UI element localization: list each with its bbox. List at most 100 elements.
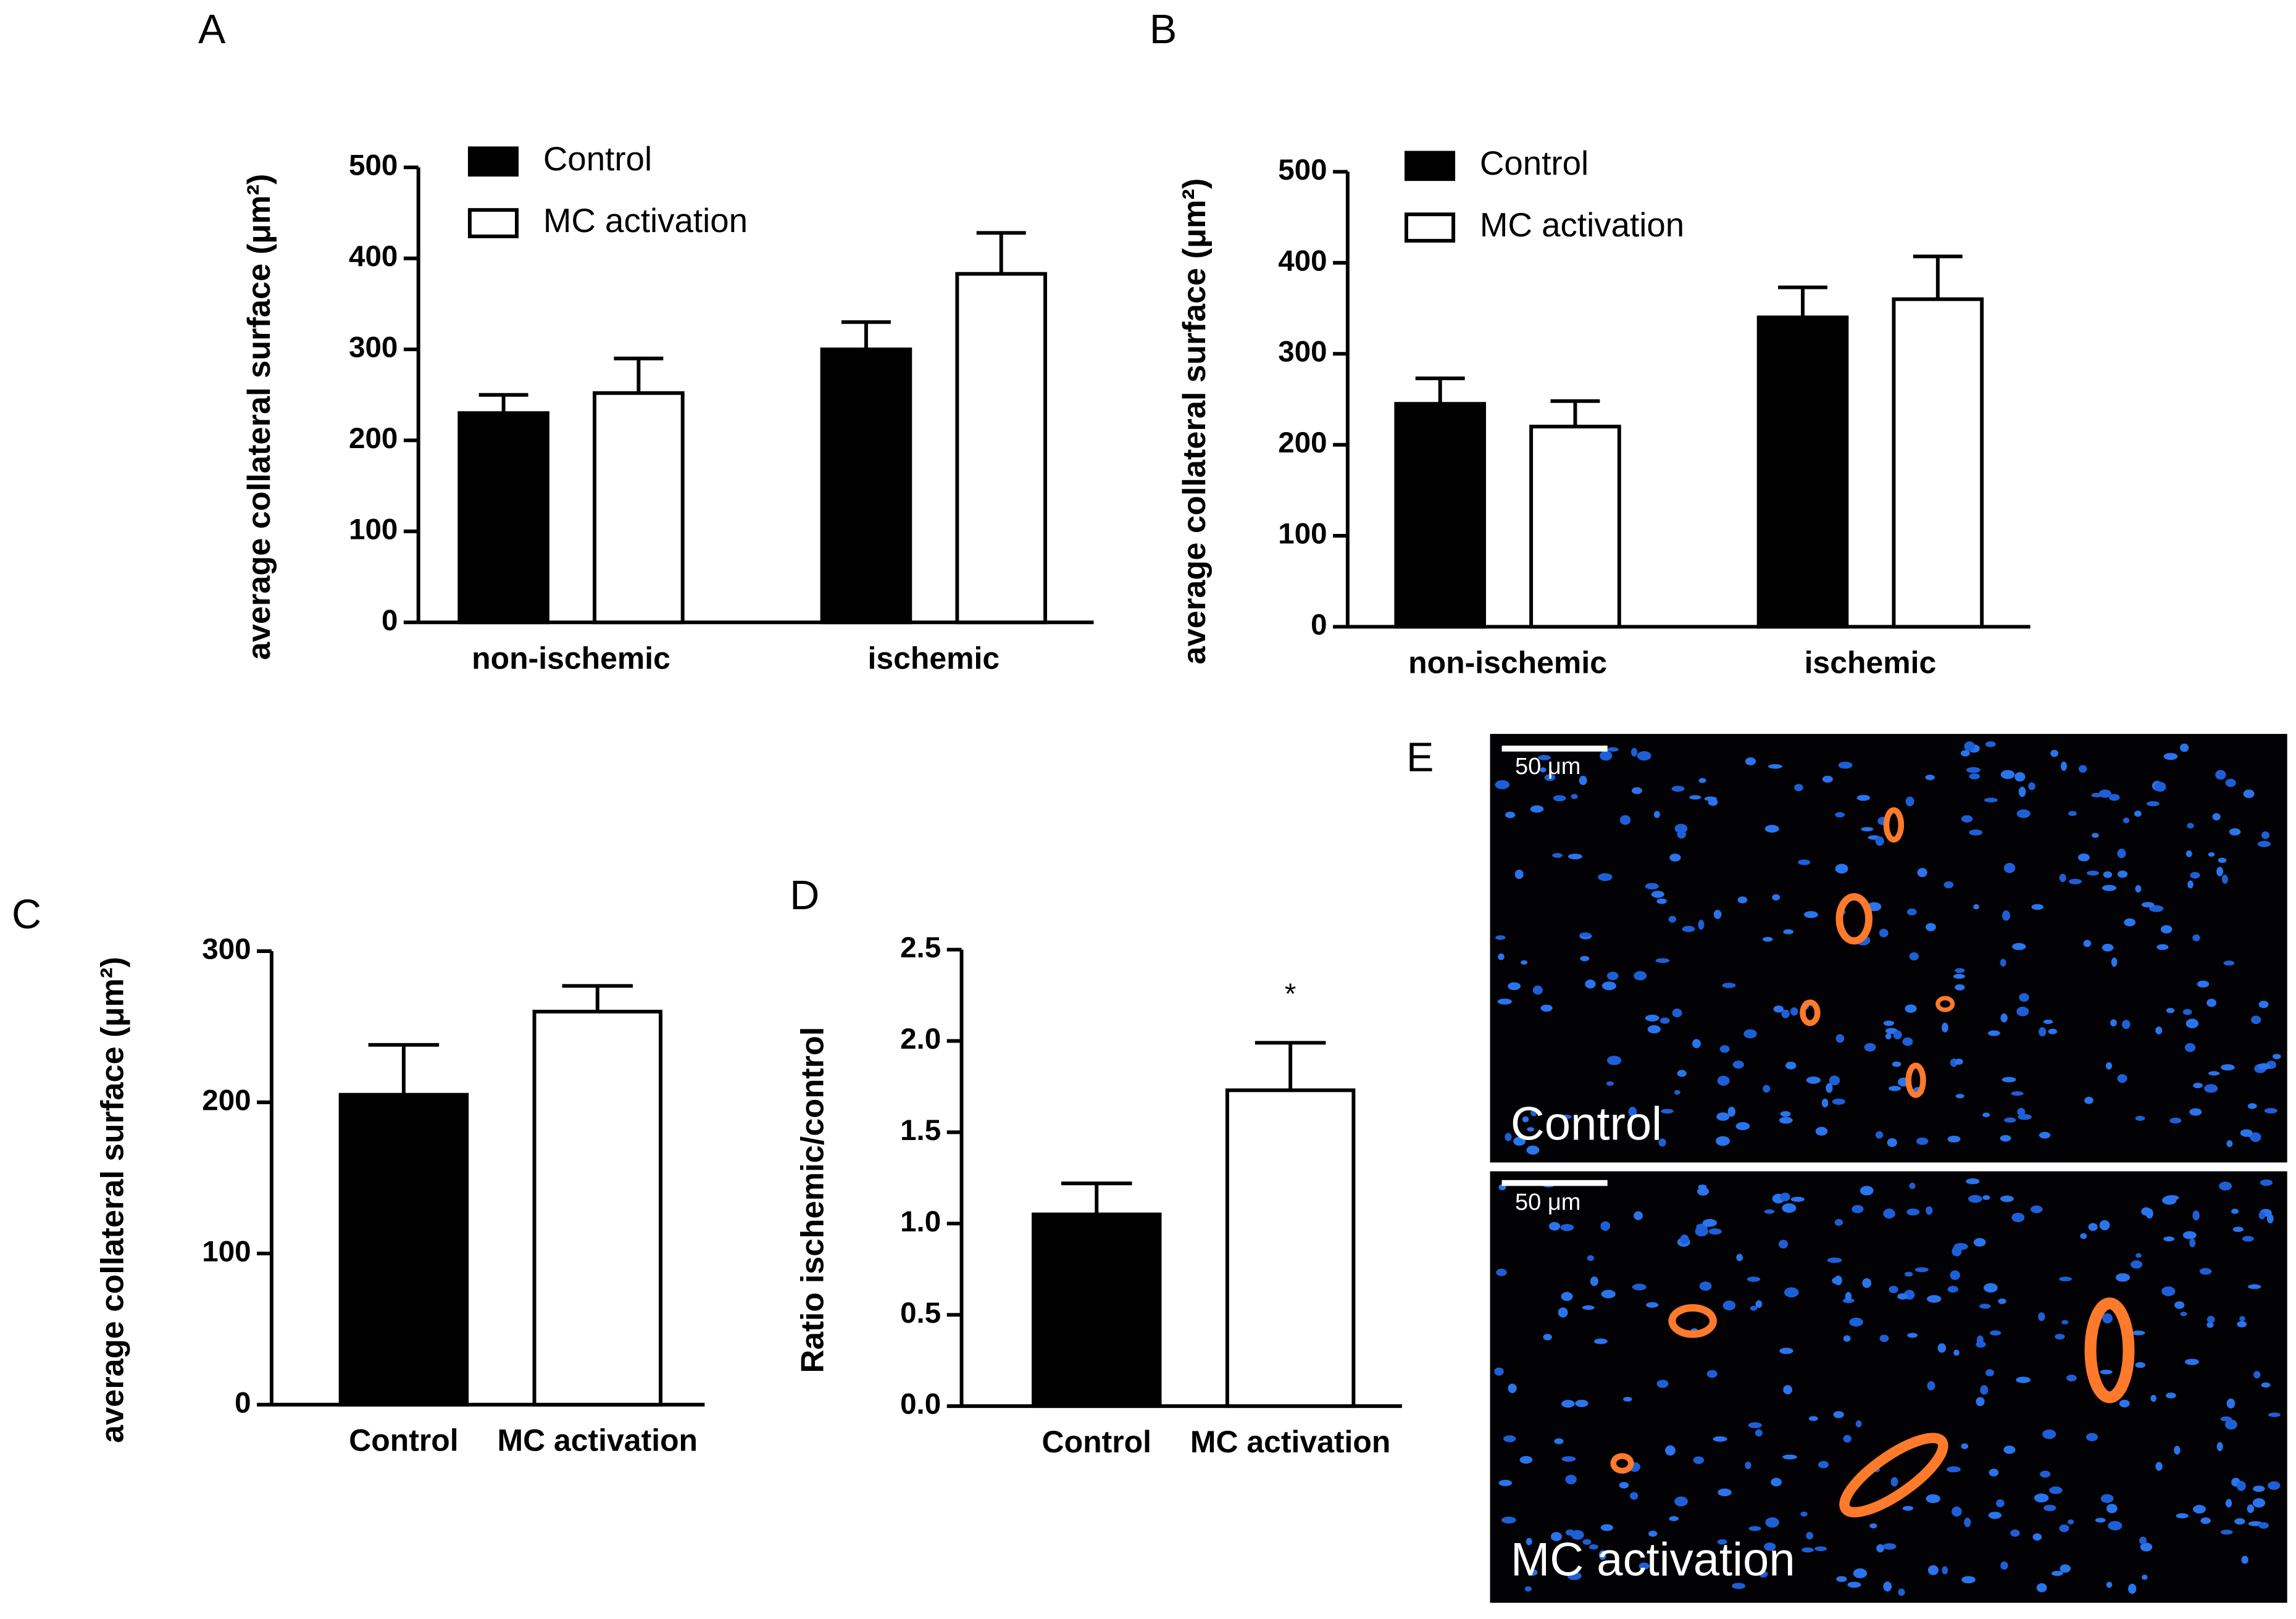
nucleus: [2208, 1071, 2220, 1076]
nucleus: [1780, 1192, 1790, 1202]
nucleus: [1588, 1544, 1598, 1550]
nucleus: [1637, 751, 1651, 761]
nucleus: [1561, 1400, 1575, 1408]
nucleus: [1821, 1098, 1829, 1108]
nucleus: [2174, 1446, 2181, 1455]
nucleus: [1619, 815, 1631, 825]
nucleus: [1717, 1539, 1727, 1545]
nucleus: [2014, 772, 2026, 782]
nucleus: [1575, 1399, 1588, 1407]
nucleus: [2135, 884, 2142, 893]
panel-letter: E: [1406, 735, 1434, 780]
x-tick-label: MC activation: [1190, 1425, 1391, 1459]
nucleus: [2258, 1522, 2269, 1529]
nucleus: [1927, 1295, 1942, 1303]
y-tick-label: 1.0: [900, 1205, 941, 1238]
nucleus: [1519, 1455, 1533, 1464]
nucleus: [2139, 1536, 2147, 1545]
nucleus: [1966, 767, 1981, 773]
nucleus: [2155, 1462, 2163, 1471]
nucleus: [1745, 757, 1756, 765]
nucleus: [1661, 1109, 1674, 1114]
nucleus: [1909, 952, 1919, 961]
nucleus: [2117, 848, 2126, 859]
nucleus: [1925, 774, 1935, 780]
nucleus: [1862, 1278, 1872, 1288]
nucleus: [2229, 828, 2241, 836]
micrograph: [1490, 1171, 2287, 1603]
nucleus: [1601, 981, 1617, 991]
nucleus: [2204, 1084, 2218, 1093]
nucleus: [1973, 1238, 1986, 1247]
nucleus: [1579, 775, 1587, 785]
nucleus: [2000, 959, 2006, 967]
nucleus: [1579, 932, 1591, 938]
nucleus: [1548, 1222, 1561, 1231]
nucleus: [1680, 1234, 1689, 1244]
bar: [532, 1009, 663, 1407]
nucleus: [1849, 1317, 1863, 1327]
nucleus: [1906, 908, 1917, 916]
bar: [1892, 297, 1984, 629]
nucleus: [2206, 998, 2216, 1007]
nucleus: [2068, 810, 2077, 817]
nucleus: [1843, 1434, 1851, 1443]
bar: [1032, 1212, 1162, 1409]
nucleus: [2100, 1370, 2113, 1375]
nucleus: [2240, 1129, 2253, 1137]
nucleus: [2111, 957, 2118, 967]
nucleus: [1560, 1224, 1574, 1231]
nucleus: [2140, 1542, 2153, 1552]
nucleus: [1503, 1435, 1516, 1442]
nucleus: [2149, 905, 2164, 912]
nucleus: [2003, 862, 2016, 873]
nucleus: [2039, 1131, 2051, 1139]
nucleus: [2253, 1371, 2261, 1379]
nucleus: [2100, 1494, 2114, 1503]
nucleus: [2048, 1028, 2058, 1034]
nucleus: [1540, 1004, 1553, 1012]
nucleus: [2131, 1330, 2145, 1336]
nucleus: [1879, 928, 1889, 938]
nucleus: [1656, 898, 1667, 904]
nucleus: [2187, 823, 2194, 829]
nucleus: [1699, 1281, 1712, 1291]
nucleus: [1601, 1289, 1616, 1299]
nucleus: [2185, 850, 2192, 857]
nucleus: [1674, 1496, 1688, 1507]
nucleus: [2123, 817, 2130, 823]
nucleus: [1836, 1576, 1847, 1583]
nucleus: [2206, 1321, 2214, 1328]
nucleus: [1634, 971, 1647, 981]
nucleus: [1879, 1334, 1889, 1342]
nucleus: [1927, 1565, 1939, 1575]
nucleus: [1653, 810, 1660, 818]
nucleus: [1989, 1330, 2002, 1336]
nucleus: [1885, 1033, 1892, 1040]
nucleus: [1494, 1367, 1504, 1376]
nucleus: [2190, 872, 2200, 879]
legend-label: Control: [1480, 144, 1588, 182]
nucleus: [1697, 1187, 1709, 1196]
nucleus: [1600, 1524, 1613, 1531]
nucleus: [2106, 1504, 2118, 1513]
nucleus: [1645, 1014, 1659, 1022]
nucleus: [2069, 878, 2082, 884]
nucleus: [1514, 869, 1524, 880]
image-label: Control: [1511, 1097, 1662, 1150]
nucleus: [1780, 1111, 1791, 1117]
nucleus: [2225, 1499, 2232, 1508]
vessel-rings: [1610, 807, 2135, 1518]
nucleus: [2260, 1179, 2273, 1186]
nucleus: [1587, 1255, 1594, 1261]
nucleus: [1794, 784, 1803, 791]
nucleus: [1750, 1305, 1758, 1311]
nucleus: [1917, 868, 1927, 878]
y-tick-label: 0: [382, 604, 398, 637]
nucleus: [1582, 1305, 1595, 1310]
nucleus: [2095, 1518, 2106, 1523]
bar: [457, 411, 549, 625]
nucleus: [1834, 1218, 1843, 1226]
nucleus: [2011, 1091, 2024, 1096]
